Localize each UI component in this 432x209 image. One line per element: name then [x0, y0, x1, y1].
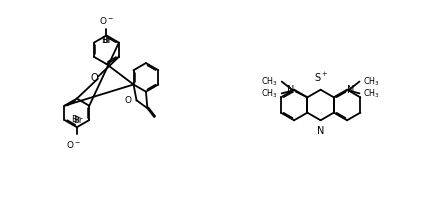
Text: O$^-$: O$^-$ — [67, 139, 81, 150]
Text: CH$_3$: CH$_3$ — [363, 75, 380, 88]
Text: CH$_3$: CH$_3$ — [261, 75, 278, 88]
Text: S$^+$: S$^+$ — [314, 71, 329, 84]
Text: O: O — [90, 73, 98, 83]
Text: CH$_3$: CH$_3$ — [261, 87, 278, 100]
Text: O$^-$: O$^-$ — [99, 15, 114, 25]
Text: N: N — [346, 85, 354, 96]
Text: N: N — [287, 85, 295, 96]
Text: Br: Br — [101, 36, 110, 45]
Text: O: O — [124, 96, 132, 105]
Text: Br: Br — [102, 36, 112, 45]
Text: Br: Br — [71, 115, 81, 124]
Text: CH$_3$: CH$_3$ — [363, 87, 380, 100]
Text: N: N — [317, 126, 324, 136]
Text: Br: Br — [73, 116, 83, 125]
